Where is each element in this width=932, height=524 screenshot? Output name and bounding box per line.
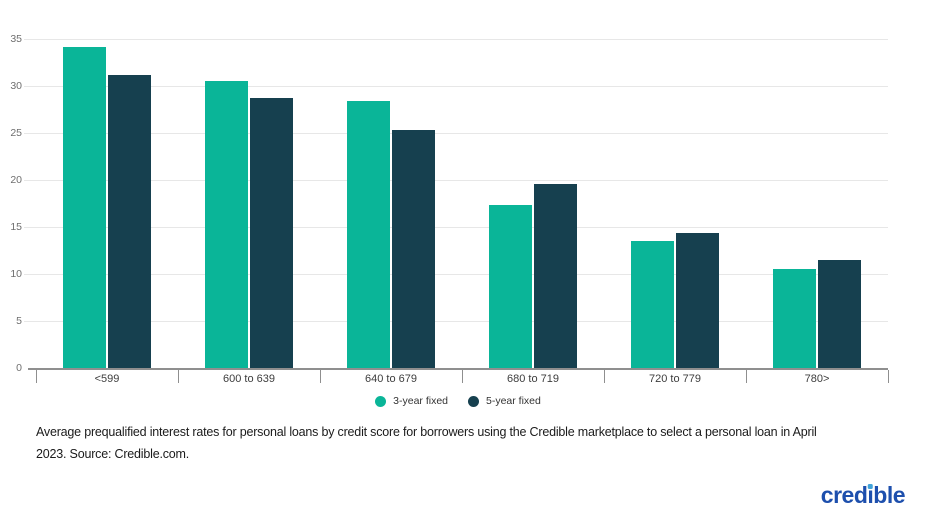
category-band: 600 to 639	[178, 39, 320, 385]
x-axis-category-label: 600 to 639	[223, 373, 275, 385]
x-axis-tick	[36, 370, 37, 383]
category-band: 640 to 679	[320, 39, 462, 385]
bar-5-year-fixed	[392, 130, 435, 368]
legend-label: 3-year fixed	[393, 395, 448, 407]
y-axis-labels: 0 5 10 15 20 25 30 35	[0, 0, 22, 524]
x-axis-tick	[178, 370, 179, 383]
x-axis-category-label: 680 to 719	[507, 373, 559, 385]
x-axis-tick	[462, 370, 463, 383]
y-axis-tick-label: 25	[10, 127, 22, 139]
x-axis-category-label: 720 to 779	[649, 373, 701, 385]
logo-letter-i: ı	[867, 482, 873, 508]
category-band: 680 to 719	[462, 39, 604, 385]
gridline	[24, 39, 888, 40]
bar-5-year-fixed	[676, 232, 719, 368]
gridline	[24, 86, 888, 87]
x-axis-tick	[320, 370, 321, 383]
bar-5-year-fixed	[534, 183, 577, 368]
category-bands: <599 600 to 639 640 to 679 680 to 719 720 to…	[36, 39, 888, 385]
plot-area: <599 600 to 639 640 to 679 680 to 719 720 to…	[24, 39, 889, 385]
bar-5-year-fixed	[818, 259, 861, 368]
legend: 3-year fixed 5-year fixed	[28, 395, 888, 407]
legend-dot	[375, 395, 387, 407]
gridline	[24, 274, 888, 275]
bar-3-year-fixed	[63, 46, 106, 368]
bar-3-year-fixed	[631, 241, 674, 368]
logo-text-post: ble	[873, 482, 905, 508]
y-axis-tick-label: 5	[16, 315, 22, 327]
category-band: 720 to 779	[604, 39, 746, 385]
x-axis-category-label: <599	[94, 373, 120, 385]
bar-3-year-fixed	[489, 205, 532, 368]
x-axis-tick	[888, 370, 889, 383]
logo-text-pre: cred	[820, 482, 868, 508]
y-axis-tick-label: 10	[10, 268, 22, 280]
gridline	[24, 321, 888, 322]
gridline	[24, 227, 888, 228]
y-axis-tick-label: 35	[10, 33, 22, 45]
logo-i-stem: ı	[867, 482, 874, 508]
bar-3-year-fixed	[773, 269, 816, 368]
y-axis-tick-label: 15	[10, 221, 22, 233]
legend-item: 3-year fixed	[375, 395, 448, 407]
gridline	[24, 133, 888, 134]
y-axis-tick-label: 20	[10, 174, 22, 186]
gridline	[24, 180, 888, 181]
legend-item: 5-year fixed	[468, 395, 541, 407]
y-axis-tick-label: 30	[10, 80, 22, 92]
legend-dot	[468, 395, 479, 407]
x-axis-category-label: 640 to 679	[365, 373, 417, 385]
bar-5-year-fixed	[108, 74, 151, 368]
x-axis-tick	[746, 370, 747, 383]
category-band: 780>	[746, 39, 888, 385]
y-axis-tick-label: 0	[16, 362, 22, 374]
category-band: <599	[36, 39, 178, 385]
bar-5-year-fixed	[250, 98, 293, 368]
bar-3-year-fixed	[347, 101, 390, 368]
caption: Average prequalified interest rates for …	[36, 421, 817, 465]
caption-line-1: Average prequalified interest rates for …	[36, 425, 817, 439]
x-axis-category-label: 780>	[804, 373, 830, 385]
x-axis-tick	[604, 370, 605, 383]
bar-3-year-fixed	[205, 81, 248, 368]
credible-logo: credı ble	[820, 482, 906, 509]
caption-line-2: 2023. Source: Credible.com.	[36, 447, 190, 461]
logo-i-dot	[868, 484, 873, 489]
legend-label: 5-year fixed	[486, 395, 541, 407]
